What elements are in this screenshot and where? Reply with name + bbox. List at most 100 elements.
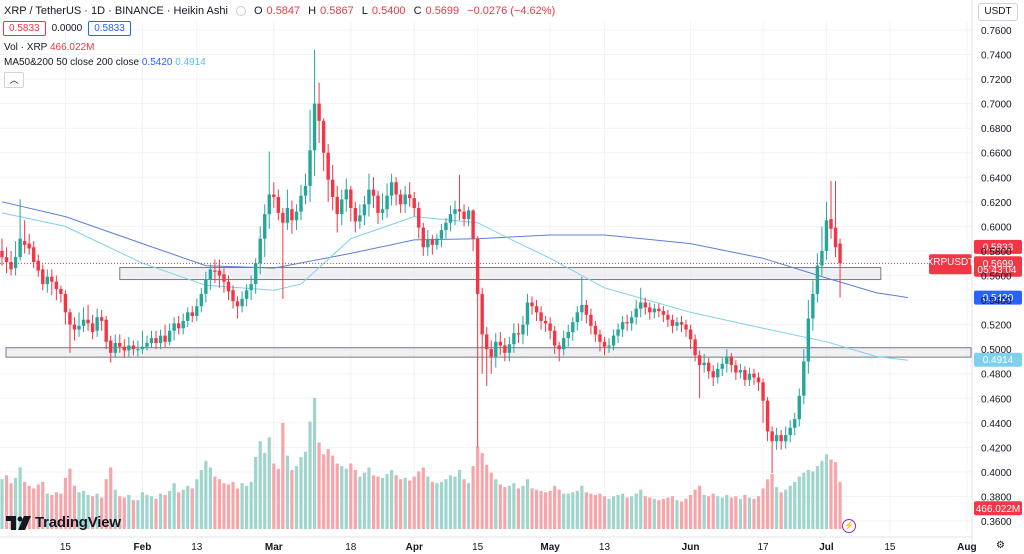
candle-body [330, 179, 335, 197]
candle-body [41, 269, 45, 285]
candle [394, 177, 398, 206]
candle [503, 338, 507, 362]
candle-body [480, 293, 484, 335]
volume-bar [453, 476, 457, 529]
candle-body [421, 227, 425, 248]
candle-body [367, 189, 371, 205]
candle-body [231, 290, 235, 302]
symbol-title[interactable]: XRP / TetherUS · 1D · BINANCE · Heikin A… [4, 5, 228, 17]
volume-bar [734, 496, 738, 529]
candle [444, 217, 448, 239]
tradingview-logo[interactable]: TradingView [6, 514, 121, 531]
candle-body [783, 435, 788, 442]
settings-gear-icon[interactable]: ⚙ [996, 540, 1005, 551]
high-label: H [308, 5, 317, 17]
candle [788, 420, 792, 443]
candle-body [584, 304, 589, 315]
candle [104, 316, 108, 350]
candle-body [18, 238, 22, 258]
collapse-legend-button[interactable]: ︿ [4, 72, 24, 88]
candle-body [503, 345, 507, 353]
volume-bar [466, 483, 471, 529]
candle-body [666, 314, 670, 320]
candle-body [22, 241, 27, 245]
volume-bar [100, 497, 104, 529]
volume-bar [616, 494, 620, 529]
spread-value: 0.0000 [51, 23, 83, 34]
x-axis-tick-label: May [540, 542, 560, 553]
trade-price-boxes: 0.5833 0.0000 0.5833 [3, 21, 131, 36]
x-axis-tick-label: Jul [819, 542, 834, 553]
candle [439, 223, 444, 248]
candle-body [303, 185, 308, 196]
currency-select[interactable]: USDT [978, 3, 1018, 21]
candle-body [72, 324, 77, 330]
candle [208, 264, 213, 291]
volume-bar [802, 472, 806, 529]
candle [317, 82, 321, 143]
candle [335, 185, 339, 233]
volume-bar [448, 475, 453, 529]
candle [77, 312, 81, 337]
candle [657, 303, 661, 318]
candle [321, 118, 326, 172]
volume-bar [602, 496, 607, 529]
candle-body [281, 212, 285, 223]
candle-body [639, 302, 643, 309]
candle-body [806, 318, 811, 362]
candle [471, 209, 475, 251]
candle [734, 360, 738, 380]
candle-body [670, 319, 675, 326]
candle-body [562, 338, 566, 350]
candle [176, 316, 181, 335]
candle-body [167, 330, 172, 342]
buy-price-button[interactable]: 0.5833 [88, 21, 131, 36]
volume-bar [494, 479, 498, 529]
volume-bar [738, 498, 742, 529]
volume-bar [838, 481, 842, 529]
volume-bar [793, 481, 797, 529]
low-label: L [361, 5, 368, 17]
candle [213, 259, 217, 283]
volume-bar [525, 479, 530, 529]
candle-body [226, 281, 231, 292]
candle [629, 311, 634, 331]
candle [95, 308, 99, 337]
volume-bar [317, 442, 321, 529]
candle-body [485, 334, 489, 350]
candle-body [820, 250, 824, 266]
candle [118, 334, 122, 353]
candle-body [539, 312, 543, 321]
volume-bar [711, 493, 715, 529]
sell-price-button[interactable]: 0.5833 [3, 21, 46, 36]
volume-bar [611, 496, 616, 529]
candle-body [725, 356, 729, 364]
candle-body [457, 209, 462, 212]
candle [543, 316, 548, 332]
candle [770, 426, 774, 474]
candle-body [244, 290, 249, 299]
volume-bar [263, 453, 267, 529]
candle-body [797, 395, 801, 420]
candle-body [494, 341, 498, 357]
volume-bar [639, 489, 643, 529]
price-tag [974, 239, 1022, 254]
ma-legend[interactable]: MA50&200 50 close 200 close 0.5420 0.491… [4, 57, 206, 68]
candle [131, 340, 136, 356]
volume-bar [512, 483, 516, 529]
lightning-icon[interactable]: ⚡ [842, 519, 856, 533]
candle-body [353, 207, 358, 222]
volume-legend[interactable]: Vol · XRP 466.022M [4, 42, 94, 53]
candle [688, 324, 693, 350]
candle [548, 317, 552, 340]
volume-bar [195, 479, 199, 529]
volume-bar [158, 493, 163, 529]
volume-bar [775, 487, 779, 529]
y-axis-tick-label: 0.7000 [981, 100, 1012, 111]
candle-body [63, 293, 68, 313]
moving-averages [1, 201, 909, 361]
candle [435, 233, 439, 250]
candle [480, 287, 484, 374]
ma200-line [1, 212, 909, 361]
